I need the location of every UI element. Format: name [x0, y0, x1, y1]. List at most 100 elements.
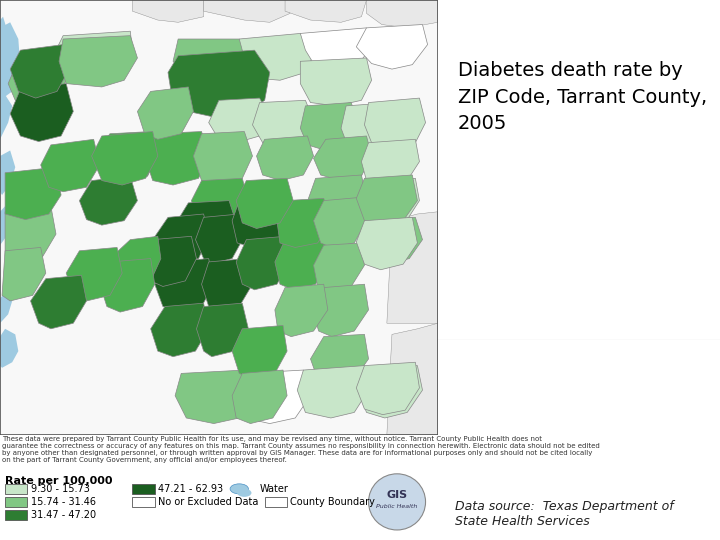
Polygon shape	[2, 247, 46, 301]
Polygon shape	[300, 28, 372, 72]
Polygon shape	[275, 284, 328, 336]
Polygon shape	[5, 167, 61, 220]
Polygon shape	[0, 292, 12, 323]
Ellipse shape	[237, 489, 251, 497]
Polygon shape	[277, 198, 331, 247]
Polygon shape	[285, 0, 366, 22]
Polygon shape	[300, 103, 359, 151]
Text: 31.47 - 47.20: 31.47 - 47.20	[30, 510, 96, 520]
Polygon shape	[341, 103, 399, 154]
Polygon shape	[253, 100, 313, 147]
Polygon shape	[197, 203, 212, 223]
Polygon shape	[153, 214, 209, 264]
Polygon shape	[297, 366, 369, 418]
Polygon shape	[356, 175, 418, 225]
Polygon shape	[91, 132, 158, 185]
Polygon shape	[356, 24, 428, 69]
Polygon shape	[0, 17, 8, 62]
Polygon shape	[359, 366, 423, 418]
Text: Public Health: Public Health	[377, 504, 418, 509]
Bar	[132, 497, 155, 507]
Polygon shape	[173, 39, 254, 84]
Text: Water: Water	[260, 484, 289, 494]
Polygon shape	[197, 303, 248, 357]
Text: County Boundary: County Boundary	[290, 497, 375, 507]
Polygon shape	[310, 334, 369, 384]
Polygon shape	[300, 58, 372, 106]
Polygon shape	[251, 234, 265, 251]
Bar	[5, 484, 27, 494]
Text: Data source:  Texas Department of
State Health Services: Data source: Texas Department of State H…	[455, 500, 673, 528]
Polygon shape	[232, 198, 290, 247]
Polygon shape	[192, 178, 248, 225]
Polygon shape	[0, 94, 12, 139]
Polygon shape	[356, 362, 420, 415]
Polygon shape	[209, 98, 270, 143]
Polygon shape	[10, 84, 73, 141]
Polygon shape	[387, 212, 438, 323]
Polygon shape	[0, 22, 20, 100]
Polygon shape	[79, 176, 138, 225]
Polygon shape	[100, 259, 155, 312]
Polygon shape	[236, 178, 293, 228]
Text: 15.74 - 31.46: 15.74 - 31.46	[30, 497, 96, 507]
Polygon shape	[0, 151, 15, 195]
Polygon shape	[256, 136, 313, 180]
Polygon shape	[59, 36, 138, 87]
Polygon shape	[313, 136, 372, 180]
Polygon shape	[0, 329, 18, 368]
Polygon shape	[308, 175, 366, 223]
Text: No or Excluded Data: No or Excluded Data	[158, 497, 258, 507]
Polygon shape	[361, 217, 423, 264]
Polygon shape	[138, 87, 194, 139]
Text: Diabetes death rate by
ZIP Code, Tarrant County,
2005: Diabetes death rate by ZIP Code, Tarrant…	[457, 61, 706, 133]
Bar	[5, 497, 27, 507]
Polygon shape	[175, 370, 253, 423]
Circle shape	[369, 474, 426, 530]
Polygon shape	[361, 178, 420, 225]
Text: Rate per 100,000: Rate per 100,000	[5, 476, 112, 486]
Polygon shape	[66, 247, 122, 301]
Polygon shape	[356, 217, 418, 270]
Polygon shape	[236, 237, 290, 290]
Polygon shape	[195, 214, 244, 264]
Polygon shape	[239, 33, 315, 80]
Polygon shape	[366, 0, 438, 28]
Bar	[5, 510, 27, 520]
Polygon shape	[168, 50, 270, 117]
Polygon shape	[155, 259, 214, 312]
Polygon shape	[232, 326, 287, 379]
Polygon shape	[150, 303, 209, 357]
Polygon shape	[176, 201, 236, 251]
Polygon shape	[8, 62, 66, 106]
Polygon shape	[275, 237, 328, 290]
Polygon shape	[10, 45, 69, 98]
Polygon shape	[41, 139, 100, 192]
Bar	[132, 484, 155, 494]
Polygon shape	[202, 259, 253, 312]
Polygon shape	[94, 132, 158, 184]
Polygon shape	[145, 132, 209, 185]
Polygon shape	[30, 275, 86, 329]
Text: These data were prepared by Tarrant County Public Health for its use, and may be: These data were prepared by Tarrant Coun…	[2, 436, 600, 463]
Polygon shape	[0, 206, 12, 245]
Polygon shape	[204, 0, 290, 22]
Text: 9.30 - 15.73: 9.30 - 15.73	[30, 484, 89, 494]
Polygon shape	[312, 284, 369, 336]
Polygon shape	[5, 206, 56, 262]
Polygon shape	[361, 139, 420, 186]
Polygon shape	[0, 0, 438, 435]
Polygon shape	[313, 243, 364, 292]
Polygon shape	[56, 31, 132, 72]
Polygon shape	[132, 0, 204, 22]
Polygon shape	[194, 132, 253, 185]
Polygon shape	[387, 323, 438, 435]
Polygon shape	[313, 197, 366, 247]
Bar	[265, 497, 287, 507]
Polygon shape	[236, 370, 310, 423]
Polygon shape	[364, 98, 426, 147]
Polygon shape	[145, 237, 197, 286]
Polygon shape	[110, 237, 161, 286]
Ellipse shape	[230, 484, 248, 494]
Polygon shape	[232, 370, 287, 423]
